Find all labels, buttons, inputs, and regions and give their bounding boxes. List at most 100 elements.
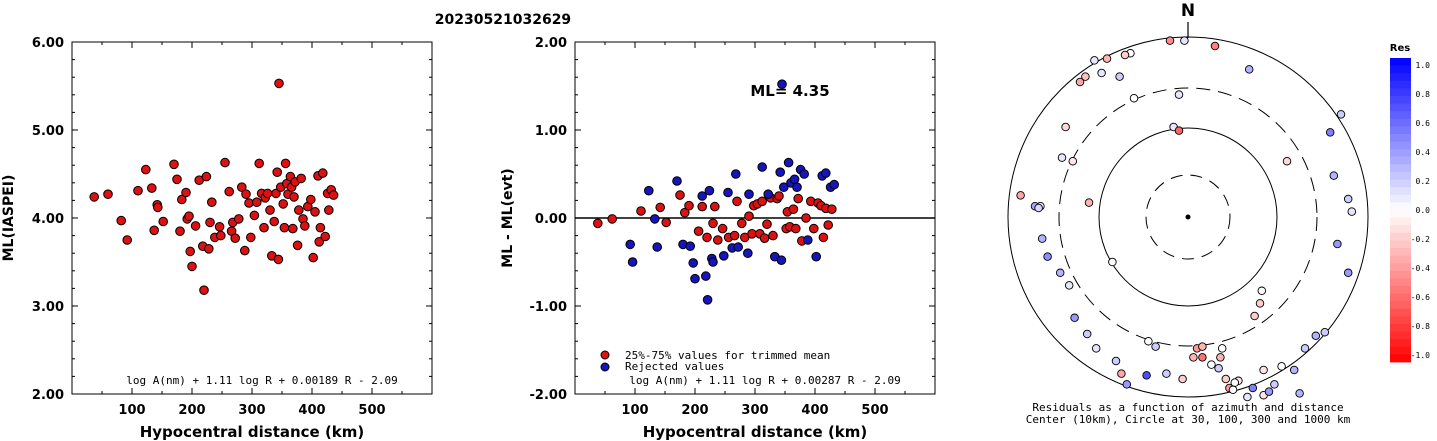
colorbar-segment <box>1390 126 1411 135</box>
data-point <box>296 173 307 184</box>
data-point <box>693 226 704 236</box>
data-point <box>133 185 143 196</box>
station-marker <box>1259 365 1268 375</box>
data-point <box>172 174 182 185</box>
data-point <box>190 221 201 231</box>
station-marker <box>1178 374 1187 384</box>
colorbar-segment <box>1390 316 1411 325</box>
colorbar-segment <box>1390 240 1411 249</box>
rejected-point <box>719 251 729 261</box>
colorbar-segment <box>1390 263 1411 272</box>
ml-value-annotation: ML= 4.35 <box>750 82 829 100</box>
data-point <box>655 202 666 213</box>
data-point <box>249 210 260 221</box>
data-point <box>315 222 326 233</box>
legend-marker-rejected <box>600 362 610 372</box>
station-marker <box>1333 239 1342 249</box>
station-marker <box>1068 156 1078 166</box>
rejected-point <box>821 168 831 178</box>
colorbar-segment <box>1390 103 1411 112</box>
data-point <box>220 157 230 168</box>
rejected-point <box>776 255 787 266</box>
data-point <box>593 218 603 229</box>
station-marker <box>1081 72 1090 81</box>
colorbar-label: 0.2 <box>1416 177 1431 186</box>
station-marker <box>1144 336 1153 346</box>
station-marker <box>1091 344 1101 353</box>
y-tick-label: 3.00 <box>32 300 64 315</box>
data-point <box>661 217 672 228</box>
x-axis-label: Hypocentral distance (km) <box>140 423 365 441</box>
data-point <box>278 199 289 209</box>
colorbar-segment <box>1390 255 1411 264</box>
colorbar-segment <box>1390 58 1411 66</box>
station-marker <box>1016 191 1025 200</box>
data-point <box>324 205 334 215</box>
data-point <box>774 191 784 201</box>
station-marker <box>1151 342 1160 351</box>
colorbar-segment <box>1390 339 1411 348</box>
data-point <box>636 206 646 216</box>
tick-marks <box>575 41 935 395</box>
y-tick-label: 1.00 <box>535 124 567 139</box>
rejected-point <box>777 79 787 89</box>
rejected-point <box>799 169 810 179</box>
station-marker <box>1115 72 1124 81</box>
data-point <box>175 226 185 236</box>
y-axis-label: ML - ML(evt) <box>500 168 516 267</box>
colorbar-segment <box>1390 172 1411 180</box>
formula-label: log A(nm) + 1.11 log R + 0.00189 R - 2.0… <box>126 374 398 387</box>
station-marker <box>1034 203 1043 213</box>
data-point <box>675 190 685 200</box>
data-point <box>759 233 770 243</box>
station-marker <box>1162 369 1171 378</box>
data-point <box>230 233 240 243</box>
data-point <box>103 189 113 199</box>
data-point <box>201 171 212 182</box>
data-point <box>240 245 250 256</box>
data-point <box>205 217 215 228</box>
colorbar-label: -0.4 <box>1411 264 1430 273</box>
rejected-point <box>702 295 713 305</box>
station-marker <box>1057 153 1067 162</box>
rejected-point <box>744 189 754 199</box>
colorbar-segment <box>1390 156 1411 165</box>
circle-100km <box>1098 127 1278 307</box>
station-marker <box>1174 90 1184 99</box>
data-point <box>737 218 747 229</box>
data-point <box>818 232 829 243</box>
center-marker <box>1185 214 1191 220</box>
station-marker <box>1264 387 1274 396</box>
colorbar-segment <box>1390 278 1411 287</box>
legend-label-rejected: Rejected values <box>625 360 724 373</box>
data-point <box>280 158 291 169</box>
data-point <box>757 196 768 207</box>
station-marker <box>1117 369 1126 378</box>
x-tick-label: 500 <box>861 403 888 418</box>
data-point <box>314 237 325 247</box>
data-point <box>147 183 157 193</box>
station-marker <box>1174 126 1184 135</box>
x-tick-label: 400 <box>298 403 325 418</box>
data-point <box>328 190 339 200</box>
station-marker <box>1311 331 1321 341</box>
data-point <box>288 223 298 234</box>
colorbar-segment <box>1390 202 1411 211</box>
data-point <box>274 78 284 89</box>
colorbar-label: 0.4 <box>1416 148 1431 157</box>
rejected-point <box>743 248 753 258</box>
station-marker <box>1108 257 1117 267</box>
rejected-point <box>783 157 794 168</box>
data-point <box>153 202 163 213</box>
station-marker <box>1343 268 1353 278</box>
station-marker <box>1250 311 1259 321</box>
data-point <box>216 230 226 241</box>
data-point <box>185 246 195 257</box>
rejected-point <box>685 241 696 251</box>
colorbar-segment <box>1390 80 1411 89</box>
data-point <box>308 252 319 263</box>
rejected-point <box>792 182 802 192</box>
station-marker <box>1102 54 1112 63</box>
y-tick-label: 4.00 <box>32 212 64 227</box>
data-point <box>744 211 754 221</box>
